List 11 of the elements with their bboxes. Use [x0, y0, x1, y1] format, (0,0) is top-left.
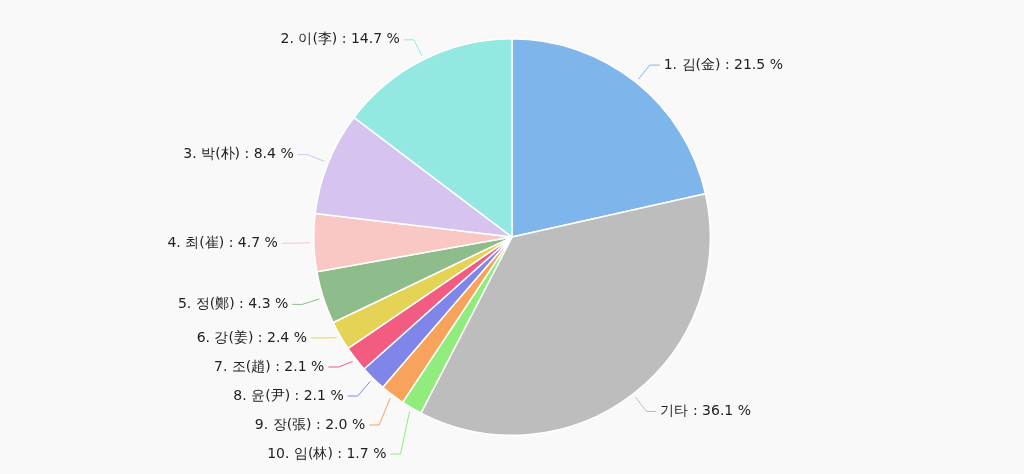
slice-label: 5. 정(鄭) : 4.3 % [177, 295, 289, 312]
slice-label: 9. 장(張) : 2.0 % [254, 415, 366, 432]
slice-label: 기타 : 36.1 % [660, 402, 751, 419]
slice-label: 8. 윤(尹) : 2.1 % [233, 386, 344, 403]
slice-label: 6. 강(姜) : 2.4 % [196, 328, 308, 345]
slice-label: 3. 박(朴) : 8.4 % [183, 145, 294, 162]
slice-label: 10. 임(林) : 1.7 % [267, 444, 387, 461]
slice-label: 1. 김(金) : 21.5 % [663, 55, 783, 72]
slice-label: 4. 최(崔) : 4.7 % [167, 233, 278, 250]
slice-label: 2. 이(李) : 14.7 % [280, 30, 400, 47]
slice-label: 7. 조(趙) : 2.1 % [214, 357, 325, 374]
